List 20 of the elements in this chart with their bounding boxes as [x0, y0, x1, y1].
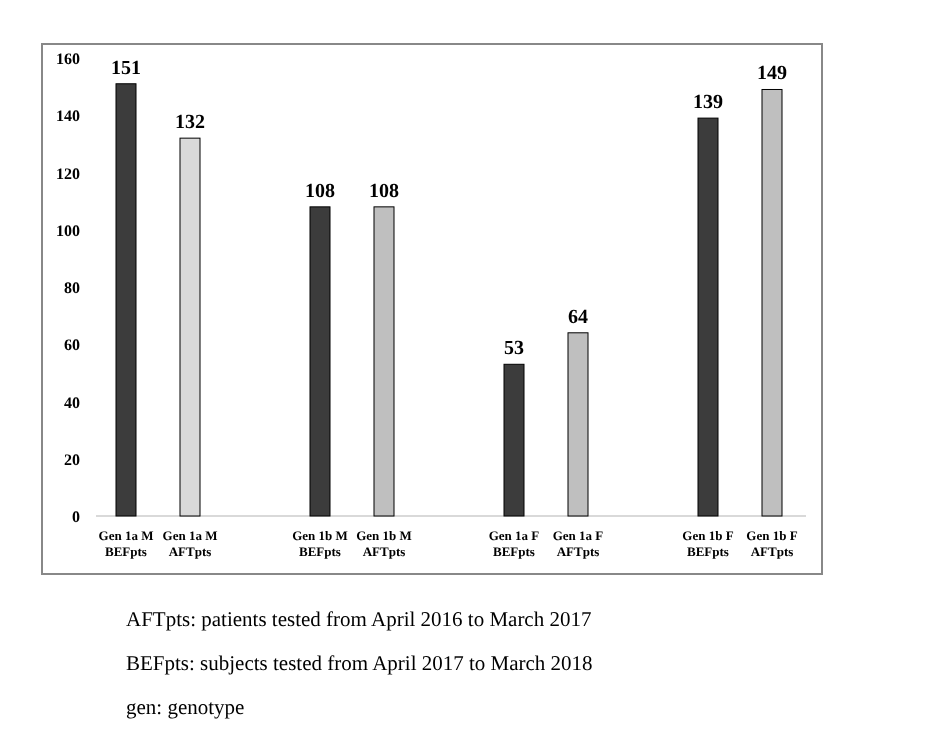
- y-tick-label: 40: [64, 393, 80, 412]
- y-tick-label: 20: [64, 450, 80, 469]
- y-tick-label: 100: [56, 221, 80, 240]
- y-tick-label: 160: [56, 50, 80, 68]
- data-label: 108: [369, 180, 399, 203]
- y-tick-label: 120: [56, 164, 80, 183]
- y-tick-label: 60: [64, 336, 80, 355]
- y-tick-label: 0: [72, 508, 80, 526]
- y-tick-label: 80: [64, 279, 80, 297]
- data-label: 151: [111, 57, 141, 80]
- data-label: 132: [175, 112, 205, 135]
- y-tick-label: 140: [56, 107, 80, 126]
- text: AFTpts: patients tested from April 2016 to March 2017: [126, 610, 592, 632]
- data-label: 108: [305, 180, 335, 203]
- data-label: 53: [504, 338, 524, 361]
- data-label: 139: [693, 92, 723, 115]
- text: gen: genotype: [126, 698, 246, 720]
- data-label: 64: [568, 306, 588, 329]
- data-label: 149: [757, 63, 787, 86]
- text: BEFpts: subjects tested from April 2017 to March 2018: [126, 654, 593, 676]
